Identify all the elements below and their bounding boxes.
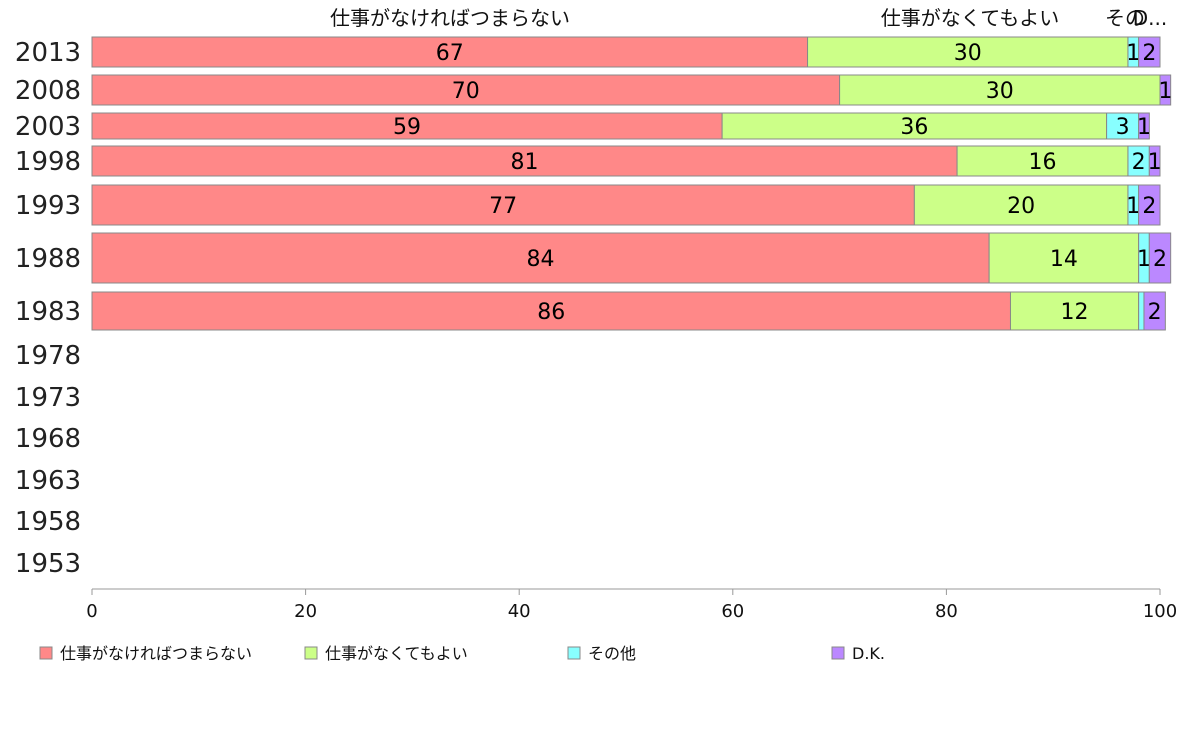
data-label-1983-series-0: 86: [537, 300, 565, 325]
x-tick-label-0: 0: [86, 601, 97, 622]
year-label-2003: 2003: [15, 112, 81, 142]
year-label-2008: 2008: [15, 76, 81, 106]
data-label-1983-series-1: 12: [1061, 300, 1089, 325]
data-label-1988-series-3: 2: [1153, 247, 1167, 272]
data-label-2013-series-1: 30: [954, 41, 982, 66]
year-label-1958: 1958: [15, 507, 81, 537]
x-tick-label-80: 80: [935, 601, 958, 622]
data-label-1988-series-2: 1: [1137, 247, 1151, 272]
data-label-2013-series-2: 1: [1126, 41, 1140, 66]
bars: 67 30 1 270 30 159 36 3 181 16 2 177 20 1 284 14 1 286 12 2: [91, 36, 1172, 331]
bar-1983-series-3: [1143, 291, 1166, 331]
bar-1983-series-2: [1138, 291, 1145, 331]
data-label-1993-series-3: 2: [1142, 194, 1156, 219]
data-label-1993-series-0: 77: [489, 194, 517, 219]
column-header-2: その: [1105, 6, 1145, 30]
data-label-1983-series-3: 2: [1148, 300, 1162, 325]
legend-label-0: 仕事がなければつまらない: [60, 644, 252, 663]
data-label-1993-series-2: 1: [1126, 194, 1140, 219]
year-label-1968: 1968: [15, 424, 81, 454]
bar-2008-series-3: [1159, 74, 1172, 106]
bar-1983-series-0: [91, 291, 1011, 331]
bar-1993-series-0: [91, 184, 915, 226]
bar-2003-series-2: [1106, 112, 1140, 140]
data-label-2008-series-3: 1: [1158, 79, 1172, 104]
legend-label-1: 仕事がなくてもよい: [325, 644, 468, 663]
bar-1983-series-1: [1009, 291, 1140, 331]
x-tick-label-20: 20: [294, 601, 317, 622]
x-tick-label-100: 100: [1143, 601, 1177, 622]
data-label-2008-series-0: 70: [452, 79, 480, 104]
bar-2008-series-1: [839, 74, 1161, 106]
legend-swatch-0: [39, 646, 53, 660]
column-header-1: 仕事がなくてもよい: [881, 6, 1059, 30]
x-tick-label-60: 60: [721, 601, 744, 622]
bar-2013-series-0: [91, 36, 809, 68]
bar-1988-series-1: [988, 232, 1140, 284]
legend: 仕事がなければつまらない 仕事がなくてもよい その他 D.K.: [39, 644, 885, 663]
data-label-2003-series-1: 36: [900, 115, 928, 140]
legend-swatch-2: [567, 646, 581, 660]
bar-1998-series-3: [1148, 145, 1161, 177]
year-label-1998: 1998: [15, 147, 81, 177]
bar-2013-series-1: [807, 36, 1129, 68]
year-label-1988: 1988: [15, 244, 81, 274]
legend-swatch-3: [831, 646, 845, 660]
legend-label-2: その他: [588, 644, 636, 663]
column-header-3: D...: [1133, 6, 1167, 30]
data-label-1988-series-0: 84: [527, 247, 555, 272]
legend-label-3: D.K.: [852, 644, 885, 663]
column-headers: 仕事がなければつまらない 仕事がなくてもよい そのD...: [330, 6, 1167, 30]
data-label-1998-series-3: 1: [1148, 150, 1162, 175]
year-label-1953: 1953: [15, 549, 81, 579]
bar-1988-series-0: [91, 232, 990, 284]
data-label-2003-series-2: 3: [1116, 115, 1130, 140]
data-label-2008-series-1: 30: [986, 79, 1014, 104]
x-tick-label-40: 40: [508, 601, 531, 622]
bar-1998-series-1: [956, 145, 1129, 177]
bar-1993-series-3: [1138, 184, 1161, 226]
data-label-2013-series-3: 2: [1142, 41, 1156, 66]
year-label-2013: 2013: [15, 38, 81, 68]
bar-2003-series-3: [1138, 112, 1150, 140]
column-header-0: 仕事がなければつまらない: [330, 6, 570, 30]
bar-2003-series-0: [91, 112, 723, 140]
data-label-1998-series-0: 81: [511, 150, 539, 175]
bar-1998-series-0: [91, 145, 958, 177]
data-label-1998-series-2: 2: [1132, 150, 1146, 175]
legend-swatch-1: [304, 646, 318, 660]
year-labels: 2013 2008 2003 1998 1993 1988 1983 1978 1973 1968…: [15, 38, 81, 579]
bar-1988-series-3: [1148, 232, 1172, 284]
year-label-1963: 1963: [15, 466, 81, 496]
data-label-1988-series-1: 14: [1050, 247, 1078, 272]
year-label-1983: 1983: [15, 297, 81, 327]
year-label-1973: 1973: [15, 383, 81, 413]
year-label-1993: 1993: [15, 191, 81, 221]
bar-2003-series-1: [721, 112, 1108, 140]
bar-2013-series-3: [1138, 36, 1161, 68]
data-label-2003-series-3: 1: [1137, 115, 1151, 140]
year-label-1978: 1978: [15, 341, 81, 371]
x-axis: 0 20 40 60 80 100: [86, 588, 1177, 622]
data-label-1993-series-1: 20: [1007, 194, 1035, 219]
data-label-1998-series-1: 16: [1029, 150, 1057, 175]
data-label-2003-series-0: 59: [393, 115, 421, 140]
data-label-2013-series-0: 67: [436, 41, 464, 66]
